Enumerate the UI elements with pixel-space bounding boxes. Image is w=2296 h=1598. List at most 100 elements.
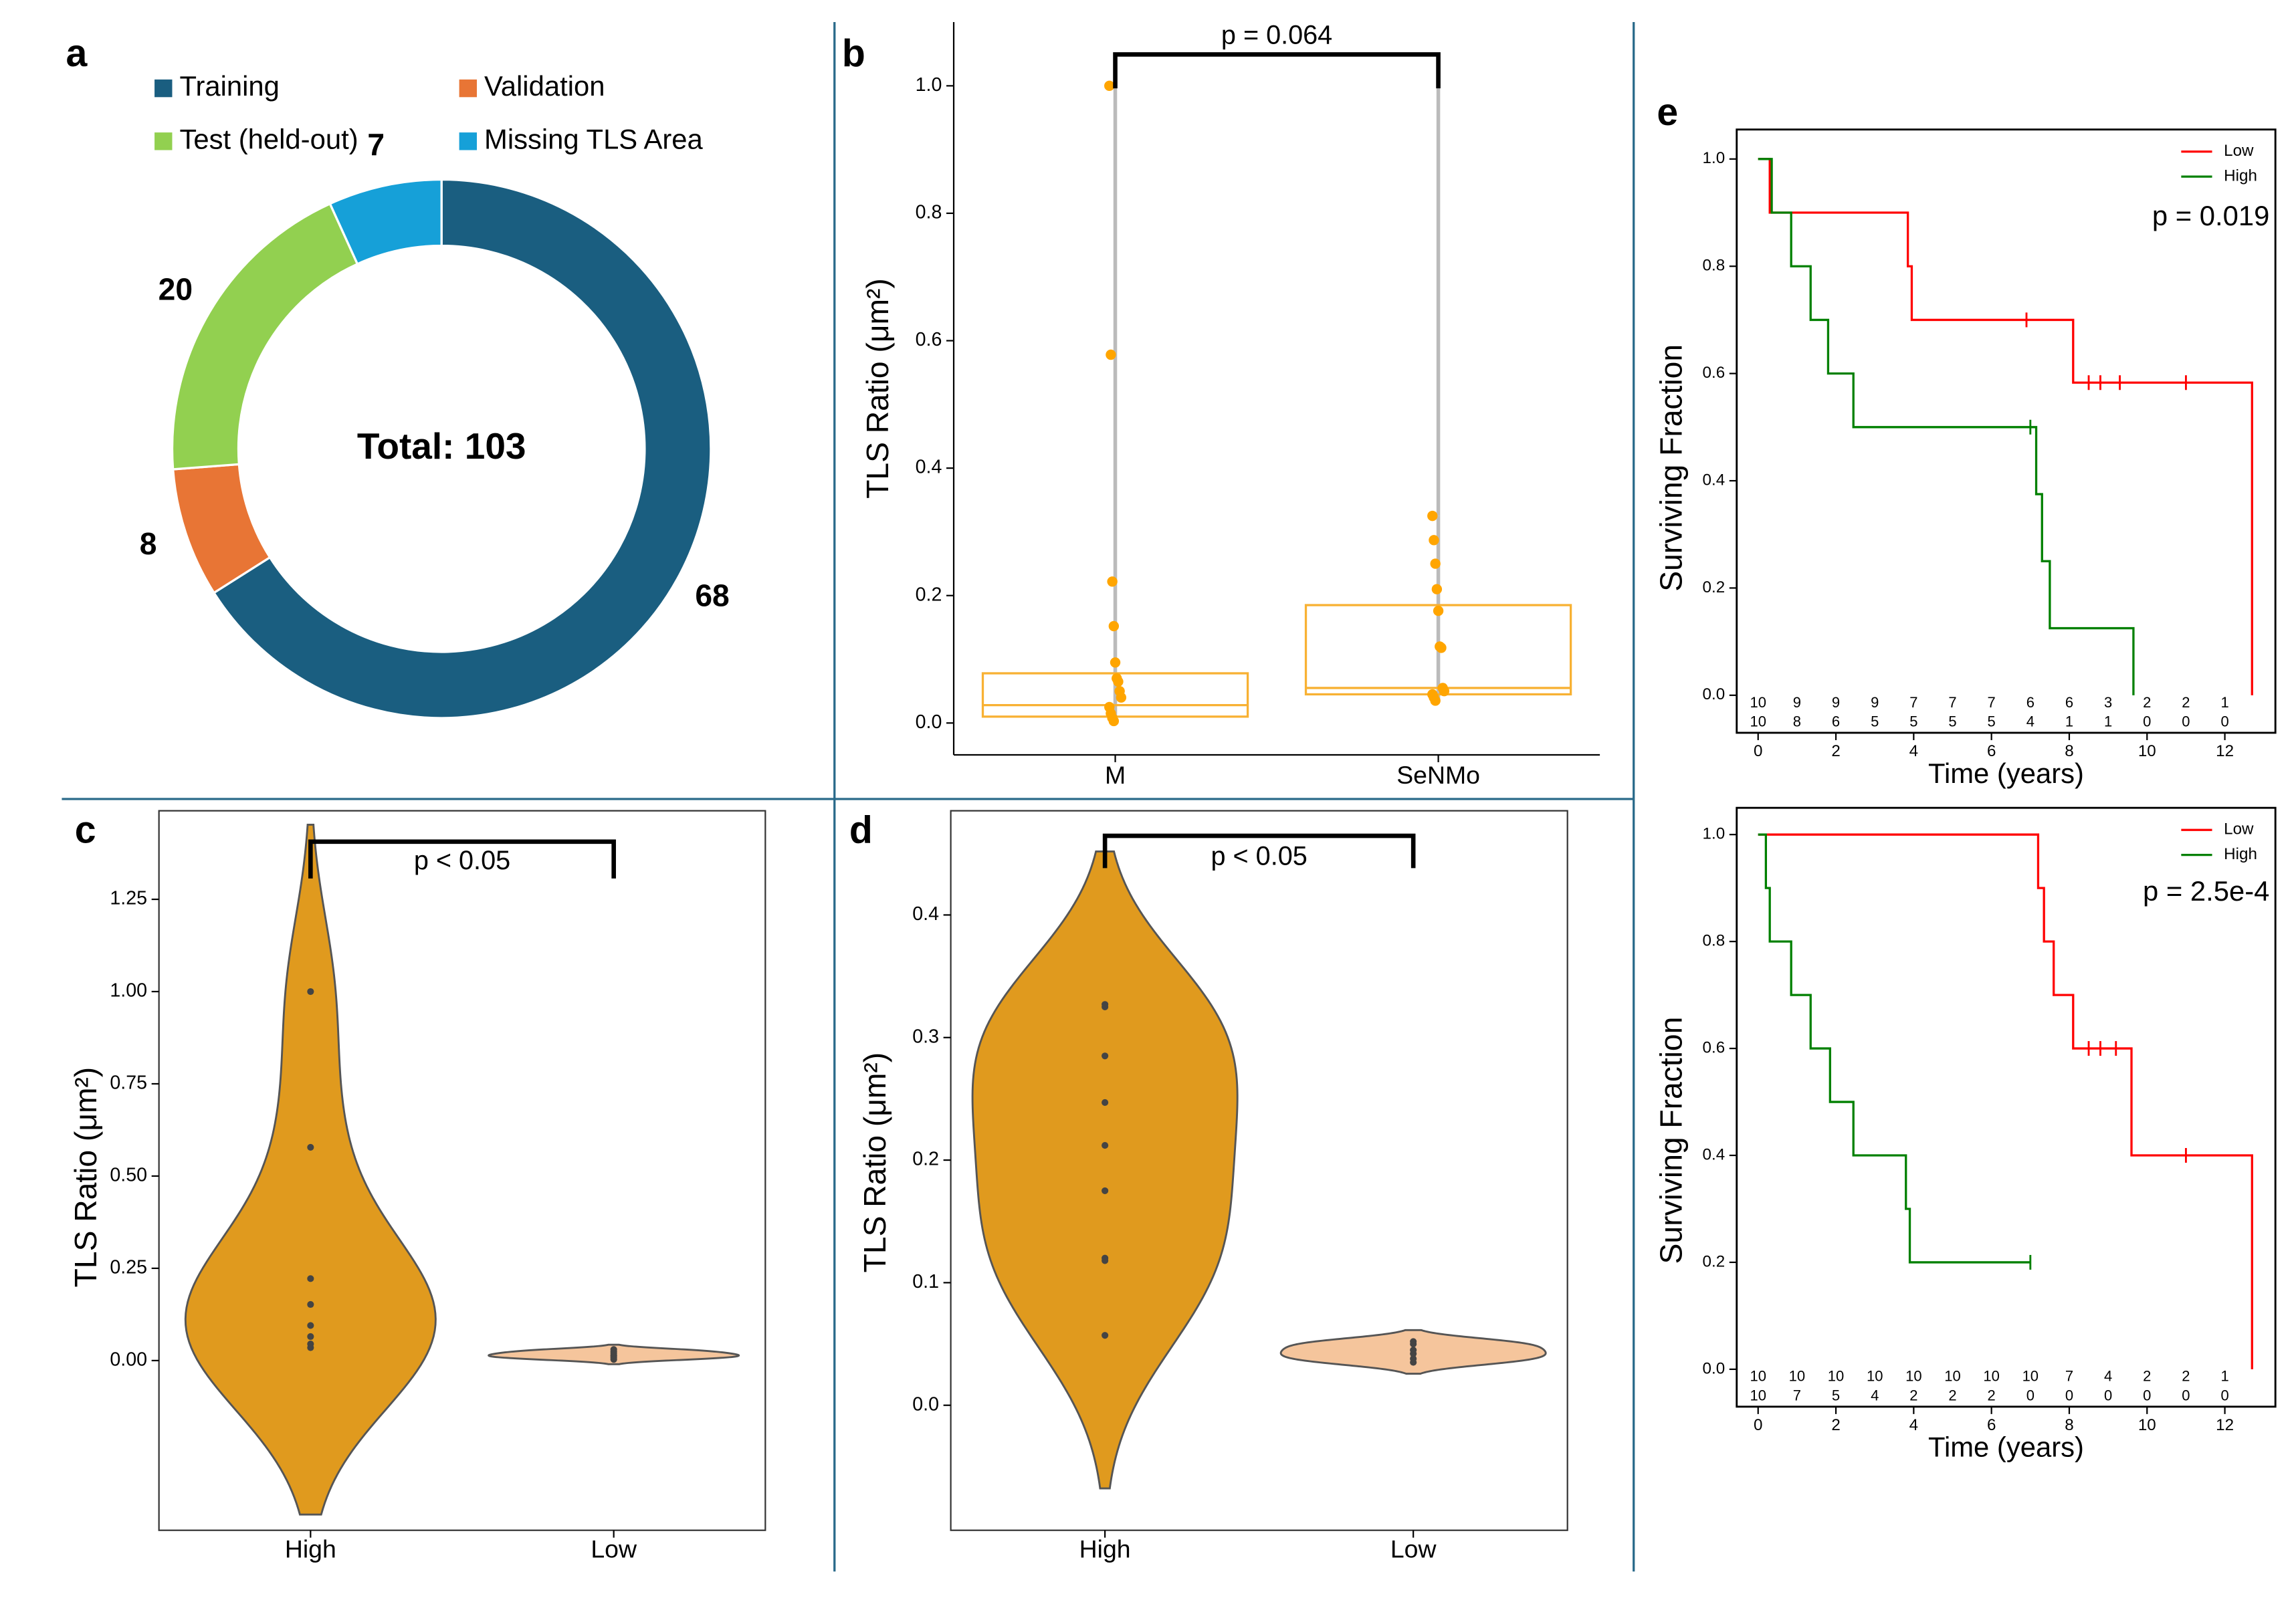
significance-bracket [308,839,616,879]
donut-slice [212,178,712,719]
data-point [1102,1332,1109,1339]
x-tick-label: SeNMo [1396,761,1480,789]
at-risk-count: 0 [2220,1387,2228,1403]
data-point [1106,349,1116,360]
legend-label: Training [179,70,279,102]
significance-label: p < 0.05 [1211,841,1308,871]
data-point [1429,535,1439,546]
data-point [1427,510,1438,522]
x-tick-label: 8 [2065,742,2073,760]
at-risk-count: 1 [2220,694,2228,711]
at-risk-count: 9 [1793,694,1801,711]
significance-bracket [1113,52,1441,89]
at-risk-count: 2 [1988,1387,1996,1403]
at-risk-count: 7 [2065,1368,2073,1385]
x-tick-label: Low [1390,1534,1437,1563]
panel-letter: e [1657,91,1678,134]
x-tick-label: 12 [2216,742,2234,760]
x-tick-label: 2 [1831,742,1840,760]
y-tick-label: 0.0 [916,711,942,733]
data-point [1104,80,1115,92]
legend-label: Low [2224,142,2254,160]
at-risk-count: 5 [1832,1387,1840,1403]
x-tick-label: High [1079,1534,1131,1563]
legend-swatch [459,132,478,150]
data-point [1110,657,1121,668]
violin-body [971,850,1239,1490]
y-tick-label: 0.75 [110,1072,147,1094]
y-tick-label: 0.0 [1703,685,1726,703]
at-risk-count: 0 [2143,1387,2151,1403]
y-axis-label: TLS Ratio (μm²) [857,1052,892,1273]
x-axis-label: Time (years) [1928,758,2084,789]
legend-label: High [2224,167,2257,185]
legend-swatch [154,79,173,98]
at-risk-count: 10 [1789,1368,1805,1385]
data-point [1102,1142,1109,1149]
at-risk-count: 0 [2065,1387,2073,1403]
panel-letter: a [66,32,88,75]
x-tick-label: High [285,1534,336,1563]
data-point [610,1346,617,1353]
x-tick-label: 2 [1831,1416,1840,1434]
at-risk-count: 5 [1909,713,1917,729]
x-tick-label: 10 [2138,742,2156,760]
plot-frame [1736,806,2277,1408]
at-risk-count: 10 [1828,1368,1844,1385]
at-risk-count: 7 [1988,694,1996,711]
at-risk-count: 1 [2104,713,2112,729]
legend-label: High [2224,845,2257,863]
at-risk-count: 2 [2143,694,2151,711]
panel-letter: d [849,809,873,852]
at-risk-count: 2 [2182,694,2190,711]
data-point [1107,576,1118,587]
at-risk-count: 0 [2143,713,2151,729]
at-risk-count: 10 [1750,1368,1766,1385]
at-risk-count: 9 [1832,694,1840,711]
plot-frame [1736,128,2277,734]
at-risk-count: 10 [1750,713,1766,729]
data-point [307,1322,314,1329]
data-point [1410,1355,1417,1363]
y-tick-label: 0.2 [912,1149,939,1170]
at-risk-count: 2 [2143,1368,2151,1385]
at-risk-count: 5 [1948,713,1956,729]
at-risk-count: 2 [1909,1387,1917,1403]
y-tick-label: 1.25 [110,888,147,909]
legend-label: Low [2224,820,2254,838]
value-label: 7 [367,127,385,162]
y-tick-label: 0.2 [1703,1252,1726,1270]
data-point [1430,558,1441,569]
plot-frame [158,810,766,1531]
y-tick-label: 0.8 [1703,932,1726,950]
center-label: Total: 103 [357,425,526,467]
at-risk-count: 5 [1871,713,1879,729]
survival-curve [1758,158,2253,695]
at-risk-count: 10 [2022,1368,2039,1385]
data-point [1102,1257,1109,1264]
x-tick-label: 6 [1987,742,1996,760]
y-tick-label: 0.2 [916,584,942,605]
value-label: 68 [695,578,729,612]
data-point [1439,685,1450,697]
at-risk-count: 0 [2104,1387,2112,1403]
data-point [307,1344,314,1351]
y-tick-label: 0.00 [110,1349,147,1370]
panel-letter: b [842,32,865,75]
at-risk-count: 10 [1944,1368,1960,1385]
data-point [1433,605,1444,616]
x-tick-label: M [1105,761,1126,789]
at-risk-count: 7 [1909,694,1917,711]
at-risk-count: 5 [1988,713,1996,729]
donut-slice [328,178,443,266]
legend-label: Missing TLS Area [484,123,704,154]
at-risk-count: 10 [1750,694,1766,711]
y-tick-label: 0.4 [912,903,939,925]
y-tick-label: 0.1 [912,1271,939,1292]
plot-frame [950,810,1568,1531]
at-risk-count: 10 [1750,1387,1766,1403]
data-point [307,988,314,996]
x-tick-label: 8 [2065,1416,2073,1434]
at-risk-count: 8 [1793,713,1801,729]
